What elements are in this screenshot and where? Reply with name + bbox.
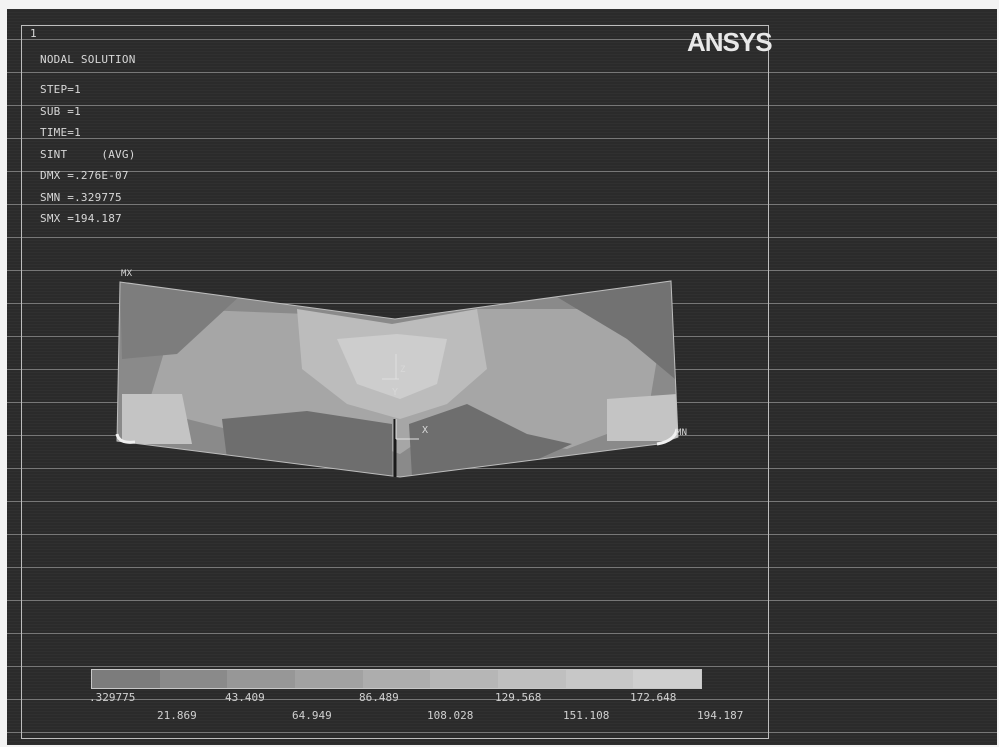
axis-z-label: Z xyxy=(400,365,406,375)
contour-band-corner-right xyxy=(552,281,675,379)
legend-label: 21.869 xyxy=(157,709,197,722)
max-marker: MX xyxy=(121,269,133,279)
ansys-logo: ANSYS xyxy=(687,27,773,57)
axis-y-label: Y xyxy=(392,387,399,398)
legend-label: 151.108 xyxy=(563,709,610,722)
result-type-label: SINT (AVG) xyxy=(40,148,136,161)
legend-label: 43.409 xyxy=(225,691,265,704)
contour-band-peak xyxy=(337,334,447,399)
contour-plot xyxy=(115,280,679,478)
smn-label: SMN =.329775 xyxy=(40,191,122,204)
left-support-highlight xyxy=(115,433,136,444)
legend-swatch xyxy=(498,670,566,688)
legend-label: 172.648 xyxy=(630,691,677,704)
contour-band-low-right xyxy=(409,404,572,477)
contour-band-corner-left xyxy=(120,282,242,359)
legend-swatch xyxy=(295,670,363,688)
legend-swatch xyxy=(227,670,296,688)
legend-swatch xyxy=(430,670,499,688)
contour-band-right-support xyxy=(607,394,678,441)
time-label: TIME=1 xyxy=(40,126,81,139)
ansys-graphics-window: 1 ANSYS NODAL SOLUTION STEP=1 SUB =1 TIM… xyxy=(7,9,997,745)
solution-title: NODAL SOLUTION xyxy=(40,53,136,66)
legend-label: 194.187 xyxy=(697,709,744,722)
legend-label: .329775 xyxy=(89,691,136,704)
sub-label: SUB =1 xyxy=(40,105,81,118)
contour-band-low-left xyxy=(222,411,392,477)
contour-band-left-support xyxy=(122,394,192,444)
contour-legend-bar xyxy=(91,669,702,689)
legend-label: 86.489 xyxy=(359,691,399,704)
min-marker: MN xyxy=(676,428,688,438)
step-label: STEP=1 xyxy=(40,83,81,96)
axis-x-label: X xyxy=(422,425,429,436)
legend-swatch xyxy=(565,670,634,688)
legend-swatch xyxy=(633,670,702,688)
legend-swatch xyxy=(159,670,228,688)
legend-label: 108.028 xyxy=(427,709,474,722)
window-number: 1 xyxy=(30,27,37,40)
legend-swatch xyxy=(92,670,160,688)
right-support-highlight xyxy=(656,428,679,446)
legend-label: 129.568 xyxy=(495,691,542,704)
smx-label: SMX =194.187 xyxy=(40,212,122,225)
legend-swatch xyxy=(362,670,431,688)
plot-frame xyxy=(21,25,769,739)
legend-label: 64.949 xyxy=(292,709,332,722)
dmx-label: DMX =.276E-07 xyxy=(40,169,129,182)
